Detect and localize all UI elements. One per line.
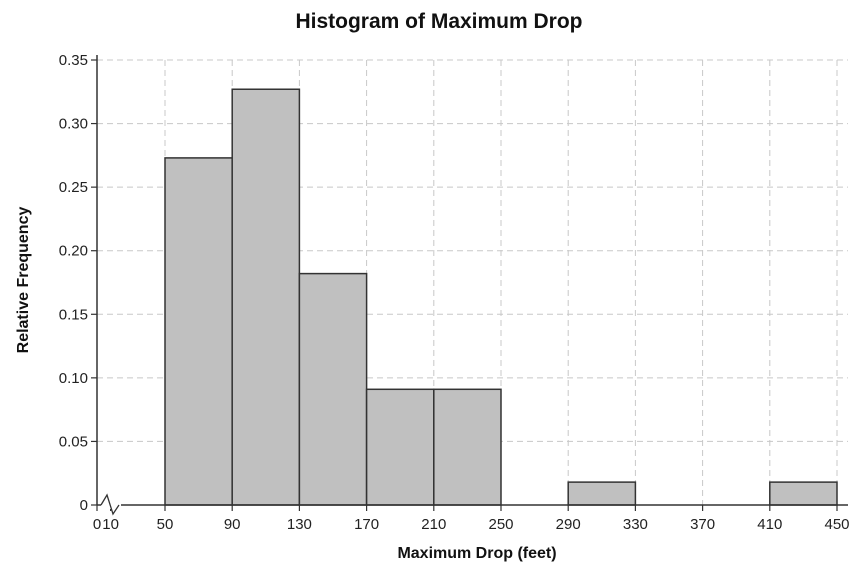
x-tick-label: 50 (157, 516, 174, 533)
y-tick-labels: 0 0.05 0.10 0.15 0.20 0.25 0.30 0.35 (59, 52, 88, 514)
histogram-bar (365, 388, 435, 506)
x-tick-label: 90 (224, 516, 241, 533)
x-tick-label: 210 (421, 516, 446, 533)
y-tick-label: 0.05 (59, 433, 88, 450)
y-tick-label: 0.35 (59, 52, 88, 69)
x-tick-label: 370 (690, 516, 715, 533)
y-axis-label: Relative Frequency (15, 207, 32, 354)
x-tick-label: 250 (488, 516, 513, 533)
y-tick-label: 0.30 (59, 116, 88, 133)
y-tick-label: 0 (80, 497, 88, 514)
x-tick-label: 130 (287, 516, 312, 533)
histogram-bar (231, 88, 301, 506)
x-tick-label: 450 (824, 516, 849, 533)
histogram-bar (164, 157, 233, 506)
x-tick-label: 330 (623, 516, 648, 533)
x-tick-label: 170 (354, 516, 379, 533)
chart-title: Histogram of Maximum Drop (295, 10, 582, 33)
x-axis-label: Maximum Drop (feet) (397, 545, 556, 562)
histogram-bar (567, 481, 637, 506)
y-tick-label: 0.25 (59, 179, 88, 196)
histogram-bar (433, 388, 502, 506)
x-tick-label: 410 (757, 516, 782, 533)
x-tick-label: 290 (556, 516, 581, 533)
y-tick-label: 0.10 (59, 370, 88, 387)
grid-lines (97, 59, 848, 505)
y-tick-label: 0.15 (59, 306, 88, 323)
x-tick-labels: 0 10 50 90 130 170 210 250 290 330 370 410 450 (93, 516, 850, 533)
bars-group (164, 88, 838, 506)
axis-break-mark (100, 493, 120, 516)
x-tick-label: 0 (93, 516, 101, 533)
x-tick-label: 10 (102, 516, 119, 533)
axis-break-mask (101, 502, 121, 509)
y-tick-label: 0.20 (59, 243, 88, 260)
histogram-bar (298, 272, 368, 506)
histogram-bar (769, 481, 838, 506)
axes-group (91, 55, 848, 516)
